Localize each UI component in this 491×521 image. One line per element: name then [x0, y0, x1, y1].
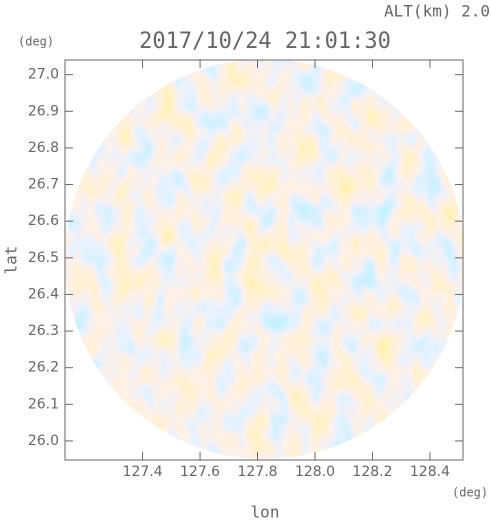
y-tick-label: 27.0 [28, 67, 59, 83]
y-tick-label: 26.8 [28, 140, 59, 156]
x-tick-label: 127.6 [180, 464, 220, 480]
y-tick-label: 26.3 [28, 323, 59, 339]
subtitle: ALT(km) 2.0 [384, 2, 490, 21]
y-tick-label: 26.6 [28, 213, 59, 229]
y-tick-label: 26.4 [28, 286, 59, 302]
y-tick-label: 26.0 [28, 433, 59, 449]
y-tick-label: 26.5 [28, 250, 59, 266]
plot-frame [64, 59, 464, 461]
y-unit: (deg) [18, 35, 54, 49]
x-axis-label: lon [251, 503, 280, 521]
x-tick-label: 128.0 [295, 464, 335, 480]
x-unit: (deg) [452, 486, 488, 500]
y-axis-label: lat [2, 246, 21, 275]
y-tick-label: 26.1 [28, 396, 59, 412]
x-tick-label: 127.4 [123, 464, 163, 480]
y-tick-label: 26.9 [28, 103, 59, 119]
y-tick-label: 26.2 [28, 360, 59, 376]
x-tick-label: 127.8 [237, 464, 277, 480]
y-tick-label: 26.7 [28, 177, 59, 193]
x-tick-label: 128.2 [352, 464, 392, 480]
chart-title: 2017/10/24 21:01:30 [139, 29, 391, 54]
echo-image [65, 60, 463, 459]
x-tick-label: 128.4 [410, 464, 450, 480]
